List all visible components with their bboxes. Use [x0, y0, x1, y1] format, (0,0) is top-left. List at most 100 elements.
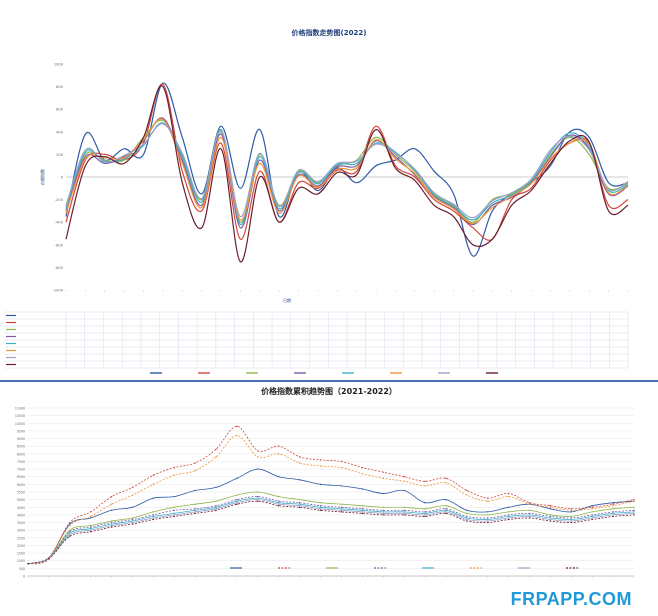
- data-point: [152, 474, 155, 476]
- data-point: [403, 476, 405, 478]
- data-point: [528, 509, 531, 512]
- data-point: [570, 518, 573, 521]
- data-point: [382, 512, 384, 515]
- data-point: [215, 448, 217, 450]
- data-point: [194, 511, 196, 513]
- data-point: [298, 503, 301, 505]
- data-point: [633, 511, 635, 513]
- data-point: [131, 521, 134, 524]
- data-point: [549, 518, 552, 521]
- data-point: [236, 501, 238, 504]
- data-point: [194, 503, 196, 505]
- y-tick-label: -400: [55, 221, 64, 225]
- data-point: [528, 517, 531, 519]
- series-line-2: [65, 83, 629, 241]
- data-point: [194, 509, 196, 512]
- data-point: [152, 483, 155, 486]
- data-point: [570, 509, 573, 512]
- data-point: [215, 509, 217, 512]
- y-tick-label: 0: [61, 176, 64, 180]
- data-point: [89, 531, 92, 533]
- data-point: [152, 517, 155, 519]
- data-point: [48, 557, 50, 560]
- data-point: [215, 500, 217, 502]
- data-point: [424, 511, 426, 513]
- data-point: [507, 506, 510, 508]
- data-point: [131, 518, 134, 521]
- data-point: [549, 515, 552, 518]
- data-point: [319, 465, 322, 467]
- data-point: [403, 506, 405, 508]
- y-tick-label: 1000: [17, 559, 25, 563]
- y-tick-label: 2000: [17, 544, 25, 548]
- data-point: [487, 514, 489, 516]
- y-axis-title: 价格指数: [39, 169, 45, 185]
- data-point: [173, 495, 175, 498]
- data-point: [340, 466, 343, 469]
- data-point: [445, 508, 447, 510]
- data-point: [215, 508, 217, 510]
- data-point: [507, 514, 510, 516]
- data-point: [278, 445, 280, 447]
- data-point: [340, 485, 343, 487]
- data-point: [612, 511, 614, 513]
- data-point: [173, 509, 175, 512]
- data-point: [89, 517, 92, 519]
- data-point: [591, 514, 593, 516]
- y-tick-label: 400: [56, 130, 64, 134]
- data-point: [173, 474, 175, 476]
- data-point: [236, 477, 238, 479]
- data-point: [236, 503, 238, 505]
- data-point: [89, 526, 92, 528]
- data-point: [278, 495, 280, 498]
- data-point: [152, 515, 155, 518]
- y-tick-label: 2500: [17, 536, 25, 540]
- data-point: [319, 501, 322, 504]
- data-point: [278, 505, 280, 507]
- data-point: [340, 460, 343, 463]
- data-point: [215, 505, 217, 507]
- data-point: [319, 459, 322, 461]
- series-line-2: [27, 425, 635, 565]
- data-point: [110, 523, 113, 525]
- data-point: [591, 511, 593, 513]
- data-point: [612, 501, 614, 504]
- data-point: [361, 511, 364, 513]
- y-tick-label: 3500: [17, 521, 25, 525]
- data-point: [591, 508, 593, 510]
- data-point: [89, 527, 92, 530]
- data-point: [507, 492, 510, 495]
- data-point: [507, 511, 510, 513]
- data-point: [110, 495, 113, 498]
- data-point: [507, 515, 510, 518]
- data-point: [69, 523, 71, 525]
- data-point: [382, 514, 384, 516]
- data-point: [528, 501, 531, 504]
- data-point: [278, 500, 280, 502]
- data-point: [89, 524, 92, 527]
- data-point: [528, 514, 531, 516]
- y-tick-label: -600: [55, 243, 64, 247]
- data-point: [612, 508, 614, 510]
- data-point: [319, 505, 322, 507]
- data-point: [152, 514, 155, 516]
- data-point: [257, 491, 259, 493]
- data-point: [340, 503, 343, 505]
- series-line-3: [65, 119, 629, 223]
- data-point: [152, 511, 155, 513]
- data-point: [507, 518, 510, 521]
- data-point: [528, 503, 531, 505]
- data-point: [257, 497, 259, 499]
- data-point: [89, 515, 92, 518]
- data-point: [131, 517, 134, 519]
- data-point: [549, 520, 552, 522]
- data-point: [528, 515, 531, 518]
- data-point: [194, 469, 196, 472]
- data-point: [570, 508, 573, 510]
- data-point: [257, 498, 259, 501]
- y-tick-label: 500: [19, 567, 25, 571]
- data-point: [549, 506, 552, 508]
- data-point: [612, 505, 614, 507]
- data-point: [298, 456, 301, 458]
- y-tick-label: 200: [56, 153, 64, 157]
